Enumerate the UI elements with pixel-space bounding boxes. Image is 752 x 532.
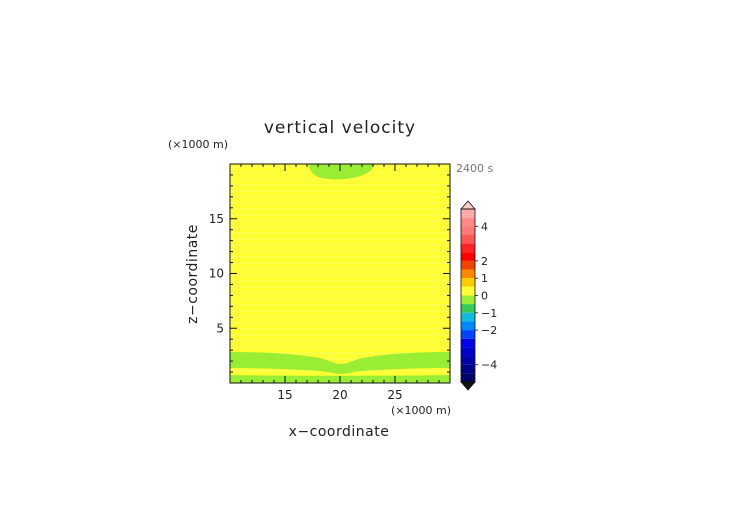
colorbar-swatch [461, 217, 475, 227]
colorbar-swatch [461, 226, 475, 235]
y-axis-unit: (×1000 m) [168, 138, 228, 151]
colorbar-tick-label: 4 [481, 220, 488, 233]
colorbar-swatch [461, 243, 475, 253]
colorbar-swatch [461, 321, 475, 331]
colorbar-swatch [461, 356, 475, 365]
x-axis-ticks: 15 20 25 [240, 164, 440, 402]
colorbar-swatch [461, 209, 475, 218]
region-top-center [309, 164, 374, 180]
colorbar-swatch [461, 373, 475, 382]
colorbar-tick-label: −4 [481, 359, 497, 372]
colorbar-tick-label: −2 [481, 324, 497, 337]
y-tick-label: 10 [209, 267, 224, 281]
colorbar-extend-top [460, 200, 476, 210]
x-axis-unit: (×1000 m) [391, 404, 451, 417]
colorbar-tick-label: 1 [481, 272, 488, 285]
colorbar-swatch [461, 295, 475, 305]
colorbar-swatch [461, 338, 475, 348]
colorbar-swatch [461, 304, 475, 313]
colorbar-tick-label: 2 [481, 255, 488, 268]
colorbar-swatch [461, 286, 475, 296]
colorbar-swatch [461, 269, 475, 279]
colorbar: 4 2 1 0 −1 −2 −4 [460, 200, 497, 391]
colorbar-swatch [461, 234, 475, 244]
y-axis-ticks: 5 10 15 [209, 174, 450, 373]
colorbar-swatch [461, 364, 475, 374]
background-field [230, 164, 450, 383]
contour-plot-area [230, 164, 450, 383]
x-axis-label: x−coordinate [289, 424, 390, 440]
x-tick-label: 15 [277, 388, 292, 402]
time-label: 2400 s [456, 162, 493, 175]
colorbar-swatch [461, 312, 475, 322]
y-axis-label: z−coordinate [185, 224, 201, 324]
colorbar-swatch [461, 278, 475, 287]
x-tick-label: 20 [332, 388, 347, 402]
region-lower-band [230, 352, 450, 374]
y-tick-label: 15 [209, 212, 224, 226]
y-tick-label: 5 [216, 321, 224, 335]
colorbar-extend-bottom [460, 381, 476, 391]
x-tick-label: 25 [387, 388, 402, 402]
colorbar-swatch [461, 347, 475, 357]
colorbar-tick-label: 0 [481, 290, 488, 303]
chart-title: vertical velocity [264, 118, 416, 138]
colorbar-swatch [461, 260, 475, 270]
colorbar-swatch [461, 330, 475, 339]
colorbar-tick-label: −1 [481, 307, 497, 320]
colorbar-swatch [461, 252, 475, 261]
